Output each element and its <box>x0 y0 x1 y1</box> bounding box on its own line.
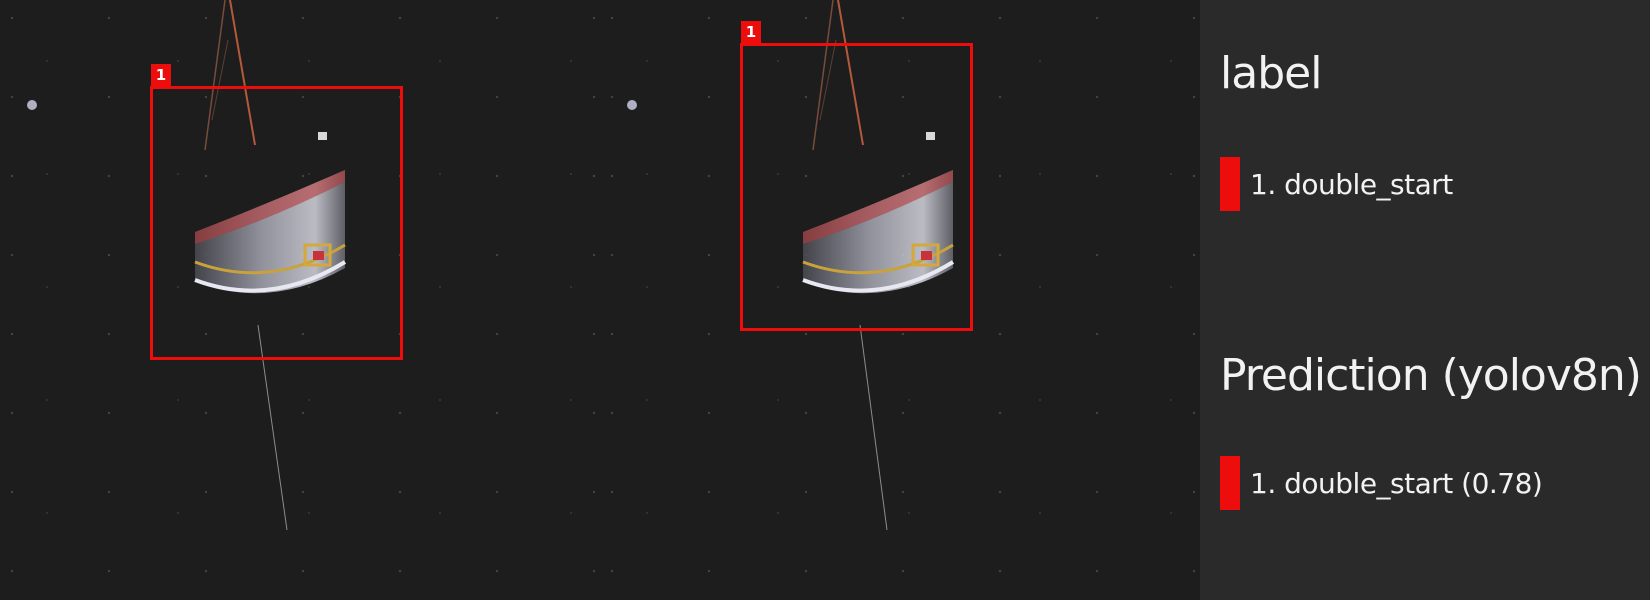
prediction-box-tag: 1 <box>741 21 761 43</box>
prediction-image-panel: 1 <box>600 0 1200 600</box>
prediction-heading: Prediction (yolov8n) <box>1220 350 1642 401</box>
satellite-scene <box>27 0 347 531</box>
prediction-legend-text: 1. double_start (0.78) <box>1250 466 1543 500</box>
prediction-bounding-box <box>740 43 973 331</box>
label-image-panel: 1 <box>0 0 600 600</box>
legend-panel: label 1. double_start Prediction (yolov8… <box>1200 0 1650 600</box>
label-legend-item: 1. double_start <box>1220 157 1453 211</box>
satellite-scene <box>627 0 955 531</box>
label-legend-text: 1. double_start <box>1250 167 1453 201</box>
class-color-swatch <box>1220 157 1240 211</box>
class-color-swatch <box>1220 456 1240 510</box>
label-box-tag: 1 <box>151 64 171 86</box>
label-bounding-box <box>150 86 403 360</box>
label-heading: label <box>1220 48 1322 99</box>
prediction-legend-item: 1. double_start (0.78) <box>1220 456 1543 510</box>
